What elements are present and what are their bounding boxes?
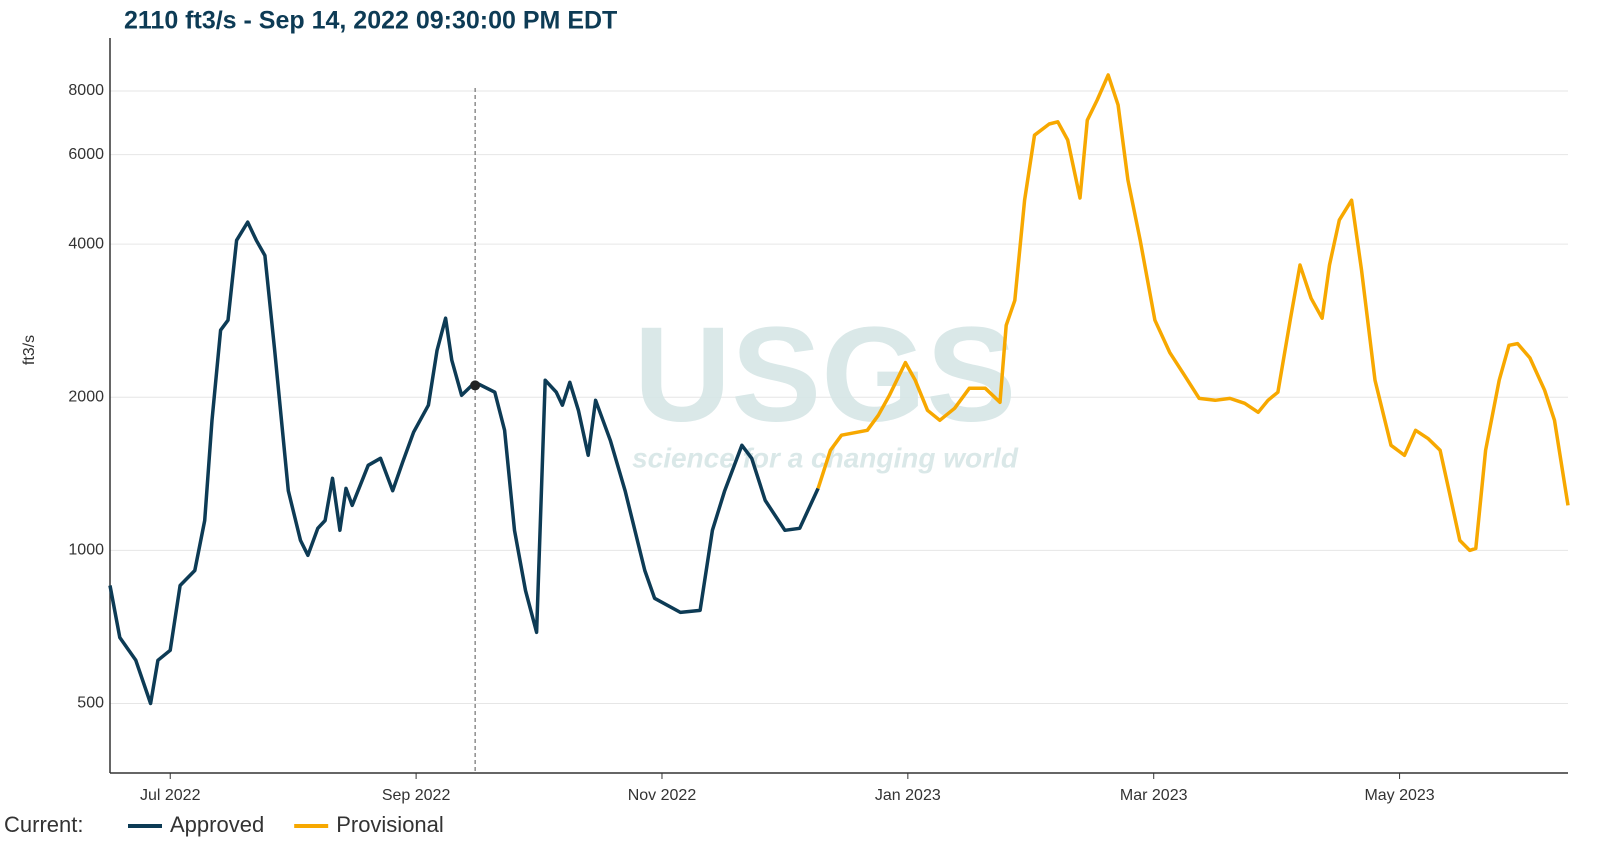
x-tick-label: Nov 2022: [628, 787, 697, 804]
cursor-marker: [470, 380, 481, 391]
y-tick-label: 1000: [68, 542, 104, 559]
y-tick-label: 2000: [68, 388, 104, 405]
y-tick-label: 6000: [68, 146, 104, 163]
y-tick-label: 500: [77, 695, 104, 712]
y-tick-label: 8000: [68, 82, 104, 99]
x-tick-label: Mar 2023: [1120, 787, 1188, 804]
x-tick-label: Jan 2023: [875, 787, 941, 804]
legend-title: Current:: [4, 812, 83, 837]
chart-title: 2110 ft3/s - Sep 14, 2022 09:30:00 PM ED…: [124, 7, 617, 35]
series-line: [108, 220, 820, 706]
y-tick-label: 4000: [68, 235, 104, 252]
legend-label: Approved: [170, 812, 264, 837]
x-tick-label: Jul 2022: [140, 787, 201, 804]
watermark-logo: USGS: [634, 299, 1017, 450]
y-axis-label: ft3/s: [21, 335, 38, 365]
series-line: [816, 73, 1570, 553]
x-tick-label: Sep 2022: [382, 787, 451, 804]
x-tick-label: May 2023: [1364, 787, 1434, 804]
legend-label: Provisional: [336, 812, 444, 837]
